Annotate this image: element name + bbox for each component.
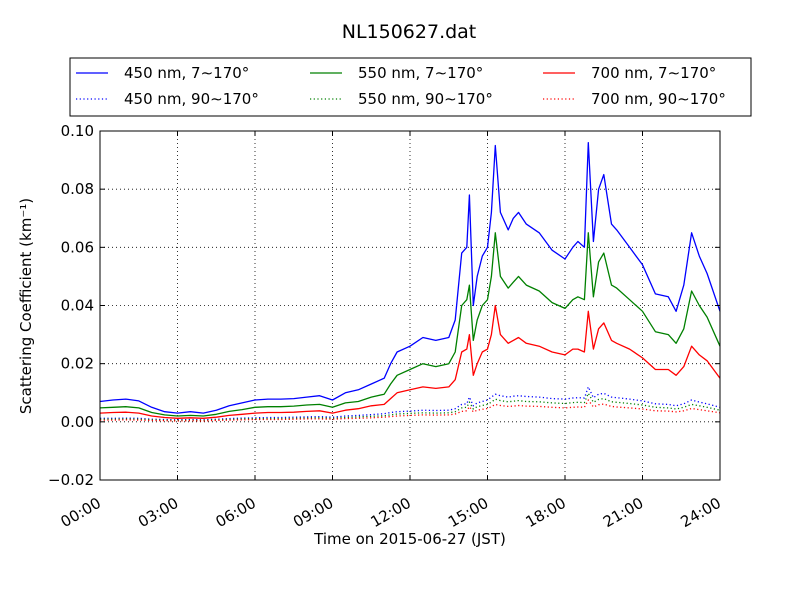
plot-area: 00:00 03:00 06:00 09:00 12:00 15:00 18:00 21:00… xyxy=(48,122,724,531)
grid xyxy=(100,131,720,480)
legend-label: 550 nm, 7∼170° xyxy=(358,64,483,82)
legend-label: 450 nm, 7∼170° xyxy=(124,64,249,82)
x-tick-label: 00:00 xyxy=(58,494,104,531)
x-tick-label: 03:00 xyxy=(135,494,181,531)
y-tick-label: 0.08 xyxy=(61,180,94,198)
legend-label: 700 nm, 7∼170° xyxy=(591,64,716,82)
series-group xyxy=(99,141,721,422)
x-tick-label: 06:00 xyxy=(213,494,259,531)
x-tick-label: 18:00 xyxy=(523,494,569,531)
series-line xyxy=(99,232,721,417)
y-tick-label: 0.02 xyxy=(61,355,94,373)
x-tick-label: 24:00 xyxy=(678,494,724,531)
series-line xyxy=(99,304,721,419)
y-axis-label: Scattering Coefficient (km⁻¹) xyxy=(17,198,35,414)
y-tick-label: 0.04 xyxy=(61,297,94,315)
x-tick-label: 12:00 xyxy=(368,494,414,531)
legend-label: 450 nm, 90∼170° xyxy=(124,90,259,108)
y-tick-label: 0.10 xyxy=(61,122,94,140)
x-tick-label: 09:00 xyxy=(290,494,336,531)
y-tick-label: −0.02 xyxy=(48,471,94,489)
legend-label: 550 nm, 90∼170° xyxy=(358,90,493,108)
series-line xyxy=(100,392,721,422)
series-line xyxy=(99,141,721,414)
legend-label: 700 nm, 90∼170° xyxy=(591,90,726,108)
x-tick-label: 15:00 xyxy=(445,494,491,531)
legend: 450 nm, 7∼170° 550 nm, 7∼170° 700 nm, 7∼17… xyxy=(69,57,752,117)
x-tick-label: 21:00 xyxy=(600,494,646,531)
y-tick-label: 0.06 xyxy=(61,238,94,256)
chart-title: NL150627.dat xyxy=(342,21,477,43)
x-axis-label: Time on 2015-06-27 (JST) xyxy=(313,530,506,548)
y-tick-label: 0.00 xyxy=(61,413,94,431)
legend-box xyxy=(69,57,752,117)
